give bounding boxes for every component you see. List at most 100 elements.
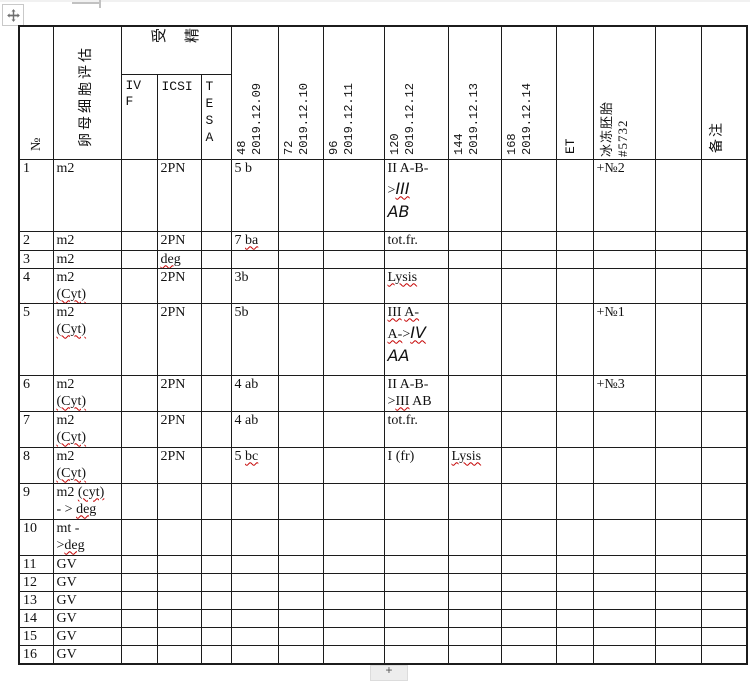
cell-d48-r10[interactable] — [230, 518, 279, 556]
cell-icsi-r5[interactable]: 2PN — [156, 302, 202, 376]
cell-icsi-r12[interactable] — [156, 572, 202, 592]
cell-frozen-r13[interactable] — [592, 590, 656, 610]
cell-frozen-r16[interactable] — [592, 644, 656, 664]
cell-d72-r3[interactable] — [277, 249, 324, 269]
cell-tesa-r5[interactable] — [200, 302, 232, 376]
cell-no-r6[interactable]: 6 — [18, 374, 54, 412]
cell-d96-r15[interactable] — [322, 626, 385, 646]
cell-icsi-r11[interactable] — [156, 554, 202, 574]
cell-d48-r3[interactable] — [230, 249, 279, 269]
cell-d48-r7[interactable]: 4 ab — [230, 410, 279, 448]
cell-extra-r16[interactable] — [654, 644, 702, 664]
cell-oocyte-r13[interactable]: GV — [52, 590, 122, 610]
cell-oocyte-r4[interactable]: m2 (Cyt) — [52, 267, 122, 304]
cell-tesa-r6[interactable] — [200, 374, 232, 412]
cell-d168-r13[interactable] — [500, 590, 557, 610]
cell-d168-r16[interactable] — [500, 644, 557, 664]
cell-oocyte-r11[interactable]: GV — [52, 554, 122, 574]
cell-oocyte-r9[interactable]: m2 (cyt) - > deg — [52, 482, 122, 520]
cell-d72-r11[interactable] — [277, 554, 324, 574]
cell-no-r3[interactable]: 3 — [18, 249, 54, 269]
cell-remark-r11[interactable] — [700, 554, 748, 574]
cell-icsi-r6[interactable]: 2PN — [156, 374, 202, 412]
cell-frozen-r7[interactable] — [592, 410, 656, 448]
cell-d48-r14[interactable] — [230, 608, 279, 628]
cell-et-r3[interactable] — [555, 249, 594, 269]
header-day-144[interactable]: 144 2019.12.13 — [447, 25, 502, 160]
cell-extra-r8[interactable] — [654, 446, 702, 484]
cell-et-r12[interactable] — [555, 572, 594, 592]
cell-oocyte-r8[interactable]: m2 (Cyt) — [52, 446, 122, 484]
cell-frozen-r10[interactable] — [592, 518, 656, 556]
cell-d168-r5[interactable] — [500, 302, 557, 376]
cell-remark-r13[interactable] — [700, 590, 748, 610]
cell-tesa-r2[interactable] — [200, 230, 232, 251]
cell-d72-r12[interactable] — [277, 572, 324, 592]
cell-d144-r1[interactable] — [447, 158, 502, 232]
cell-d96-r16[interactable] — [322, 644, 385, 664]
cell-d96-r7[interactable] — [322, 410, 385, 448]
cell-remark-r3[interactable] — [700, 249, 748, 269]
header-remarks[interactable]: 备注 — [700, 25, 748, 160]
cell-ivf-r4[interactable] — [120, 267, 158, 304]
cell-d168-r11[interactable] — [500, 554, 557, 574]
cell-d120-r10[interactable] — [383, 518, 449, 556]
cell-d96-r10[interactable] — [322, 518, 385, 556]
cell-d168-r4[interactable] — [500, 267, 557, 304]
cell-tesa-r4[interactable] — [200, 267, 232, 304]
header-blank-column[interactable] — [654, 25, 702, 160]
cell-d120-r4[interactable]: Lysis — [383, 267, 449, 304]
cell-d120-r12[interactable] — [383, 572, 449, 592]
cell-d120-r1[interactable]: II A-B- >III AB — [383, 158, 449, 232]
cell-d72-r10[interactable] — [277, 518, 324, 556]
cell-icsi-r2[interactable]: 2PN — [156, 230, 202, 251]
cell-d168-r9[interactable] — [500, 482, 557, 520]
cell-ivf-r3[interactable] — [120, 249, 158, 269]
cell-frozen-r4[interactable] — [592, 267, 656, 304]
cell-d72-r1[interactable] — [277, 158, 324, 232]
cell-d120-r11[interactable] — [383, 554, 449, 574]
cell-no-r13[interactable]: 13 — [18, 590, 54, 610]
cell-no-r8[interactable]: 8 — [18, 446, 54, 484]
cell-ivf-r8[interactable] — [120, 446, 158, 484]
cell-d96-r3[interactable] — [322, 249, 385, 269]
cell-extra-r15[interactable] — [654, 626, 702, 646]
cell-tesa-r10[interactable] — [200, 518, 232, 556]
cell-remark-r7[interactable] — [700, 410, 748, 448]
cell-ivf-r1[interactable] — [120, 158, 158, 232]
cell-d168-r8[interactable] — [500, 446, 557, 484]
cell-icsi-r4[interactable]: 2PN — [156, 267, 202, 304]
cell-d120-r15[interactable] — [383, 626, 449, 646]
cell-no-r12[interactable]: 12 — [18, 572, 54, 592]
cell-remark-r9[interactable] — [700, 482, 748, 520]
cell-d48-r4[interactable]: 3b — [230, 267, 279, 304]
cell-et-r10[interactable] — [555, 518, 594, 556]
header-oocyte-eval[interactable]: 卵母细胞评估 — [52, 25, 122, 160]
cell-icsi-r13[interactable] — [156, 590, 202, 610]
cell-icsi-r7[interactable]: 2PN — [156, 410, 202, 448]
cell-remark-r6[interactable] — [700, 374, 748, 412]
header-fertilization[interactable]: 受精 — [120, 25, 232, 75]
cell-d96-r2[interactable] — [322, 230, 385, 251]
cell-d144-r4[interactable] — [447, 267, 502, 304]
cell-et-r9[interactable] — [555, 482, 594, 520]
cell-frozen-r2[interactable] — [592, 230, 656, 251]
cell-et-r11[interactable] — [555, 554, 594, 574]
cell-ivf-r5[interactable] — [120, 302, 158, 376]
cell-tesa-r8[interactable] — [200, 446, 232, 484]
header-frozen-embryo[interactable]: 冰冻胚胎 #5732 — [592, 25, 656, 160]
cell-d72-r14[interactable] — [277, 608, 324, 628]
cell-no-r15[interactable]: 15 — [18, 626, 54, 646]
cell-extra-r3[interactable] — [654, 249, 702, 269]
cell-d48-r16[interactable] — [230, 644, 279, 664]
cell-tesa-r12[interactable] — [200, 572, 232, 592]
cell-remark-r8[interactable] — [700, 446, 748, 484]
cell-d120-r9[interactable] — [383, 482, 449, 520]
cell-ivf-r7[interactable] — [120, 410, 158, 448]
cell-d96-r13[interactable] — [322, 590, 385, 610]
cell-d168-r3[interactable] — [500, 249, 557, 269]
cell-oocyte-r16[interactable]: GV — [52, 644, 122, 664]
cell-extra-r5[interactable] — [654, 302, 702, 376]
cell-d48-r12[interactable] — [230, 572, 279, 592]
cell-d72-r9[interactable] — [277, 482, 324, 520]
